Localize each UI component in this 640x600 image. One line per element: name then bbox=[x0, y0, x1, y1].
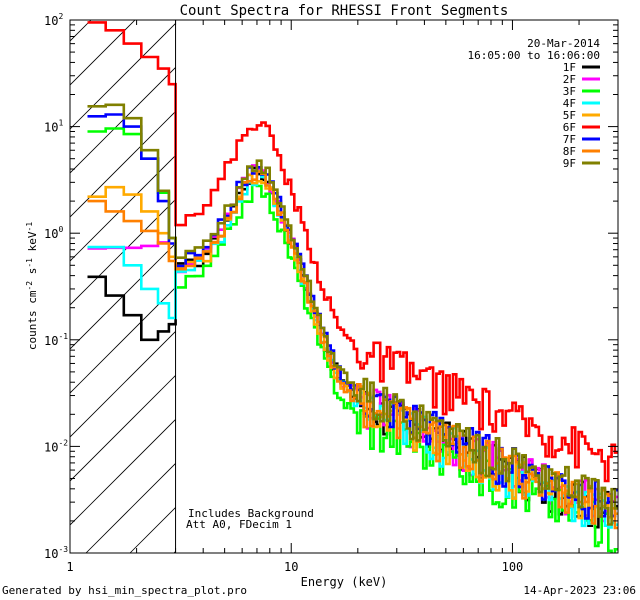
y-tick-exponent: 1 bbox=[58, 119, 63, 128]
legend-label-7F: 7F bbox=[563, 133, 576, 146]
chart-title: Count Spectra for RHESSI Front Segments bbox=[180, 3, 509, 19]
legend-label-6F: 6F bbox=[563, 121, 576, 134]
x-axis-label: Energy (keV) bbox=[301, 575, 388, 589]
y-tick-exponent: -1 bbox=[58, 332, 68, 341]
legend-label-5F: 5F bbox=[563, 109, 576, 122]
y-tick-exponent: -3 bbox=[58, 545, 68, 554]
y-tick-exponent: -2 bbox=[58, 438, 68, 447]
x-tick-label: 1 bbox=[66, 560, 73, 574]
hatch-line bbox=[70, 154, 176, 262]
legend-label-8F: 8F bbox=[563, 145, 576, 158]
footer-timestamp: 14-Apr-2023 23:06 bbox=[523, 584, 636, 597]
legend-label-2F: 2F bbox=[563, 73, 576, 86]
annotation-background: Includes Background bbox=[188, 507, 314, 520]
y-tick-exponent: 2 bbox=[58, 12, 63, 21]
date-label: 20-Mar-2014 bbox=[527, 37, 600, 50]
legend-label-3F: 3F bbox=[563, 85, 576, 98]
x-tick-label: 100 bbox=[502, 560, 524, 574]
y-axis-label: counts cm-2 s-1 keV-1 bbox=[25, 222, 39, 350]
y-label-part-c: s bbox=[26, 268, 39, 281]
y-label-part-e: keV bbox=[26, 231, 39, 258]
hatch-line bbox=[70, 374, 176, 482]
hatched-region bbox=[70, 20, 176, 553]
hatch-line bbox=[70, 418, 176, 526]
legend-label-9F: 9F bbox=[563, 157, 576, 170]
legend-label-4F: 4F bbox=[563, 97, 576, 110]
y-label-exp-f: -1 bbox=[25, 222, 34, 232]
legend-label-1F: 1F bbox=[563, 61, 576, 74]
series-group bbox=[87, 21, 618, 553]
y-label-part-a: counts cm bbox=[26, 290, 39, 350]
series-6F bbox=[87, 21, 618, 483]
footer-generated-by: Generated by hsi_min_spectra_plot.pro bbox=[2, 584, 247, 597]
x-tick-label: 10 bbox=[284, 560, 298, 574]
y-label-exp-b: -2 bbox=[25, 281, 34, 291]
hatch-line bbox=[70, 198, 176, 306]
series-9F bbox=[87, 103, 618, 526]
plot-frame bbox=[69, 19, 619, 554]
y-label-exp-d: -1 bbox=[25, 258, 34, 268]
time-range-label: 16:05:00 to 16:06:00 bbox=[468, 49, 600, 62]
y-tick-exponent: 0 bbox=[58, 225, 63, 234]
annotation-attenuator: Att A0, FDecim 1 bbox=[186, 518, 292, 531]
